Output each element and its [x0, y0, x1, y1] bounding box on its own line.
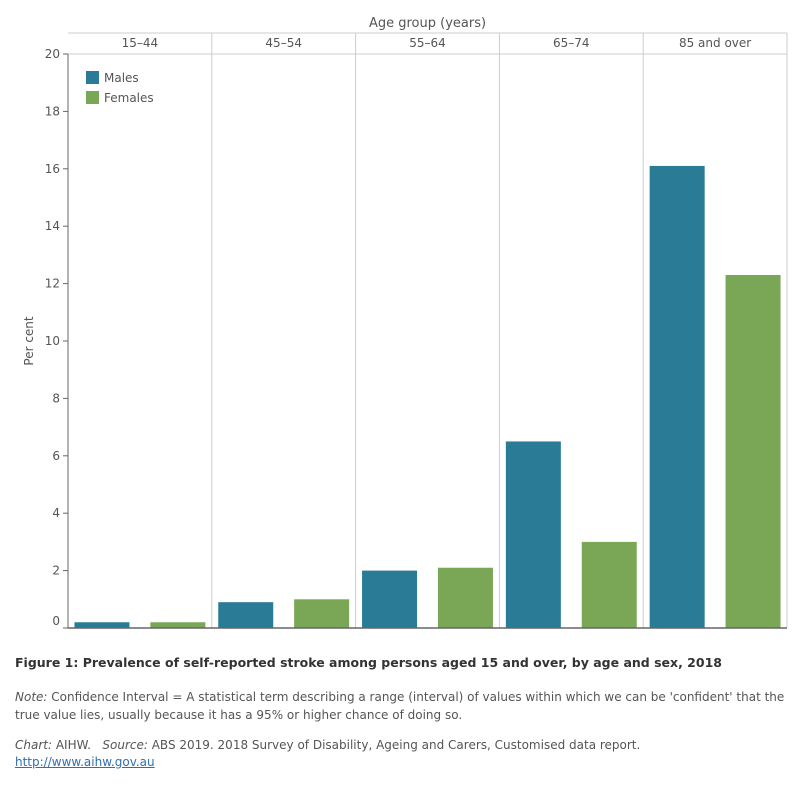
bar-males: [649, 165, 705, 628]
category-label: 45–54: [265, 36, 302, 50]
source: Chart: AIHW. Source: ABS 2019. 2018 Surv…: [15, 738, 640, 752]
y-axis-title: Per cent: [22, 316, 36, 366]
category-label: 65–74: [553, 36, 590, 50]
bar-males: [505, 441, 561, 628]
category-label: 85 and over: [679, 36, 751, 50]
y-tick-label: 2: [52, 564, 60, 578]
bar-females: [294, 599, 350, 628]
y-tick-label: 16: [45, 162, 60, 176]
legend-swatch-females: [86, 91, 99, 104]
y-tick-label: 8: [52, 391, 60, 405]
y-tick-label: 10: [45, 334, 60, 348]
legend-swatch-males: [86, 71, 99, 84]
bar-females: [725, 274, 781, 628]
y-tick-label: 12: [45, 277, 60, 291]
category-label: 15–44: [122, 36, 159, 50]
y-tick-label: 6: [52, 449, 60, 463]
y-tick-label: 14: [45, 219, 60, 233]
source-label: Source:: [102, 738, 148, 752]
chart-text: AIHW.: [52, 738, 103, 752]
bar-females: [581, 541, 637, 628]
bar-males: [218, 602, 274, 628]
note: Note: Confidence Interval = A statistica…: [15, 688, 785, 724]
bar-chart: Age group (years) Per cent 15–44 45–54 55–64…: [22, 16, 788, 629]
bar-females: [437, 567, 493, 628]
bar-males: [362, 570, 418, 628]
x-axis-title: Age group (years): [369, 16, 486, 31]
legend-label-males: Males: [104, 71, 139, 85]
legend-label-females: Females: [104, 91, 154, 105]
chart-label: Chart:: [15, 738, 53, 752]
category-label: 55–64: [409, 36, 446, 50]
figure-title: Figure 1: Prevalence of self-reported st…: [15, 655, 722, 670]
y-tick-label: 18: [45, 104, 60, 118]
y-tick-label: 4: [52, 506, 60, 520]
y-tick-label: 0: [52, 614, 60, 628]
bar-females: [150, 622, 206, 628]
bar-males: [74, 622, 130, 628]
note-label: Note:: [15, 690, 48, 704]
note-text: Confidence Interval = A statistical term…: [15, 690, 785, 722]
y-tick-label: 20: [45, 47, 60, 61]
source-text: ABS 2019. 2018 Survey of Disability, Age…: [147, 738, 641, 752]
aihw-link[interactable]: http://www.aihw.gov.au: [15, 755, 155, 769]
